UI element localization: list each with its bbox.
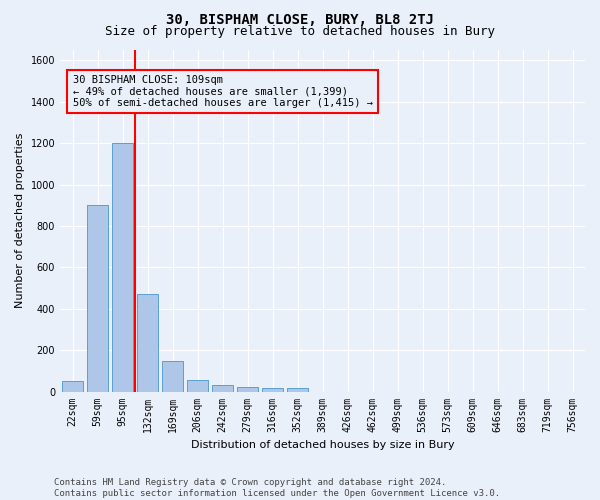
X-axis label: Distribution of detached houses by size in Bury: Distribution of detached houses by size … xyxy=(191,440,454,450)
Bar xyxy=(87,206,108,392)
Bar xyxy=(262,388,283,392)
Text: 30, BISPHAM CLOSE, BURY, BL8 2TJ: 30, BISPHAM CLOSE, BURY, BL8 2TJ xyxy=(166,12,434,26)
Bar xyxy=(162,360,183,392)
Y-axis label: Number of detached properties: Number of detached properties xyxy=(15,133,25,308)
Text: Size of property relative to detached houses in Bury: Size of property relative to detached ho… xyxy=(105,25,495,38)
Bar xyxy=(187,380,208,392)
Bar xyxy=(112,143,133,392)
Bar xyxy=(137,294,158,392)
Bar xyxy=(287,388,308,392)
Text: Contains HM Land Registry data © Crown copyright and database right 2024.
Contai: Contains HM Land Registry data © Crown c… xyxy=(54,478,500,498)
Bar xyxy=(212,386,233,392)
Bar xyxy=(237,388,258,392)
Text: 30 BISPHAM CLOSE: 109sqm
← 49% of detached houses are smaller (1,399)
50% of sem: 30 BISPHAM CLOSE: 109sqm ← 49% of detach… xyxy=(73,75,373,108)
Bar xyxy=(62,381,83,392)
